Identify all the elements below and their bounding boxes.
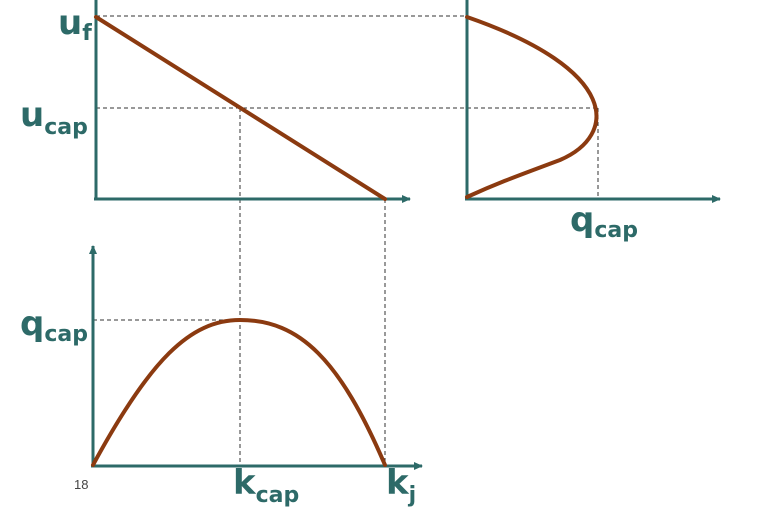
label-qcap-left: qcap <box>20 304 88 347</box>
label-uf: uf <box>58 3 92 46</box>
flow-density-panel <box>89 245 423 470</box>
label-ucap: ucap <box>20 95 88 140</box>
page-number: 18 <box>74 477 88 492</box>
speed-density-line <box>94 15 387 201</box>
speed-flow-panel <box>465 0 721 203</box>
speed-density-panel <box>94 0 411 203</box>
speed-flow-curve <box>465 15 599 199</box>
label-qcap-right: qcap <box>570 200 638 243</box>
label-kj: kj <box>386 463 416 508</box>
guide-lines <box>93 15 599 465</box>
label-kcap: kcap <box>233 463 299 508</box>
flow-density-curve <box>91 317 387 467</box>
